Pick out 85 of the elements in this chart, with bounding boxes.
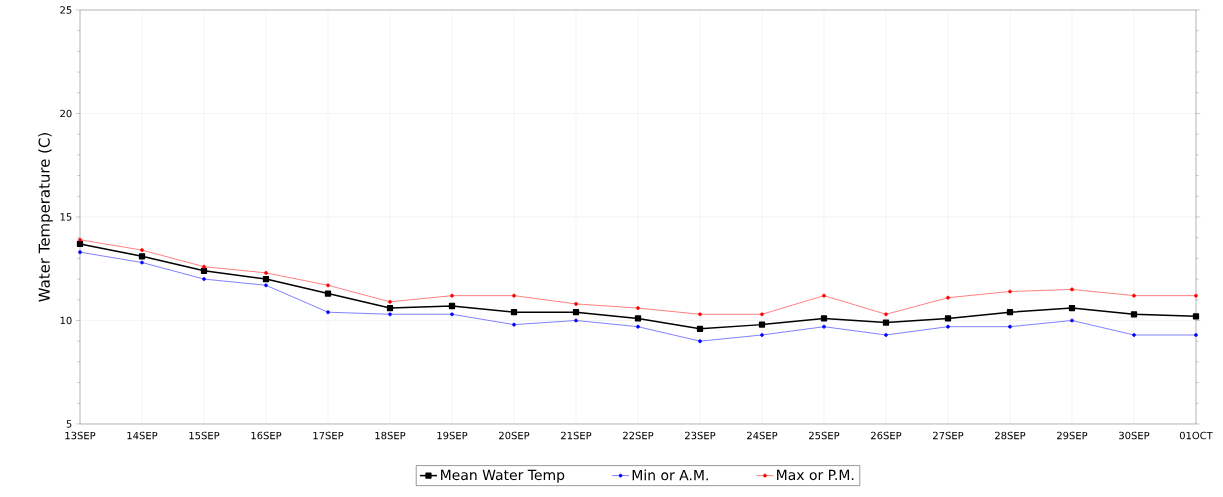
legend-label: Max or P.M. [777,469,854,481]
point [1068,304,1076,312]
point [758,321,766,328]
point [698,312,702,317]
point [946,295,950,300]
point [76,240,84,248]
x-tick-label: 23SEP [685,431,716,440]
point [884,312,888,317]
y-tick-label: 20 [60,109,72,118]
point [1006,309,1014,316]
point [574,318,578,323]
point [1008,324,1012,329]
point [138,253,146,260]
point [822,293,826,298]
point [140,248,144,252]
point [78,237,82,242]
x-tick-label: 28SEP [995,431,1026,440]
point [386,304,394,312]
point [696,325,704,332]
point [760,333,764,337]
point [1132,333,1136,337]
x-tick-label: 13SEP [65,431,96,440]
point [884,333,888,337]
x-tick-label: 20SEP [499,431,530,440]
point [944,315,952,322]
point [946,324,950,329]
point [388,312,392,317]
x-tick-label: 27SEP [933,431,964,440]
point [200,267,208,274]
x-tick-label: 01OCT [1179,431,1213,440]
y-axis-title: Water Temperature (C) [38,133,53,302]
point [1192,313,1200,320]
x-tick-label: 16SEP [251,431,282,440]
point [450,312,454,317]
legend-label: Mean Water Temp [441,469,565,483]
point [636,324,640,329]
point [202,277,206,281]
x-tick-label: 14SEP [127,431,158,440]
point [574,302,578,306]
point [448,302,456,310]
point [1194,293,1198,298]
point [512,322,516,327]
point [882,319,890,326]
point [820,315,828,322]
x-tick-label: 30SEP [1119,431,1150,440]
point [202,264,206,269]
point [264,283,268,288]
point [634,315,642,322]
point [822,324,826,329]
point [324,290,332,297]
x-tick-label: 22SEP [623,431,654,440]
y-tick-label: 5 [66,420,72,428]
x-tick-label: 18SEP [375,431,406,440]
point [510,309,518,316]
point [572,309,580,316]
point [388,300,392,304]
x-tick-label: 29SEP [1057,431,1088,440]
point [140,260,144,265]
legend-label: Min or A.M. [632,469,708,481]
point [326,310,330,315]
point [1070,287,1074,292]
point [450,293,454,298]
x-tick-label: 24SEP [747,431,778,440]
point [326,283,330,288]
point [636,306,640,310]
x-tick-label: 26SEP [871,431,902,440]
point [1194,333,1198,337]
point [262,275,270,283]
point [512,293,516,298]
y-tick-label: 15 [60,213,72,221]
y-tick-label: 10 [60,316,72,325]
x-tick-label: 21SEP [561,431,592,440]
point [1132,293,1136,298]
point [698,339,702,344]
y-tick-label: 25 [60,6,72,14]
point [1070,318,1074,323]
point [78,250,82,255]
point [1008,289,1012,294]
x-tick-label: 19SEP [437,431,468,440]
x-tick-label: 25SEP [809,431,840,440]
point [264,271,268,275]
point [760,312,764,317]
point [1130,311,1138,318]
x-tick-label: 15SEP [189,431,220,440]
x-tick-label: 17SEP [313,431,344,440]
